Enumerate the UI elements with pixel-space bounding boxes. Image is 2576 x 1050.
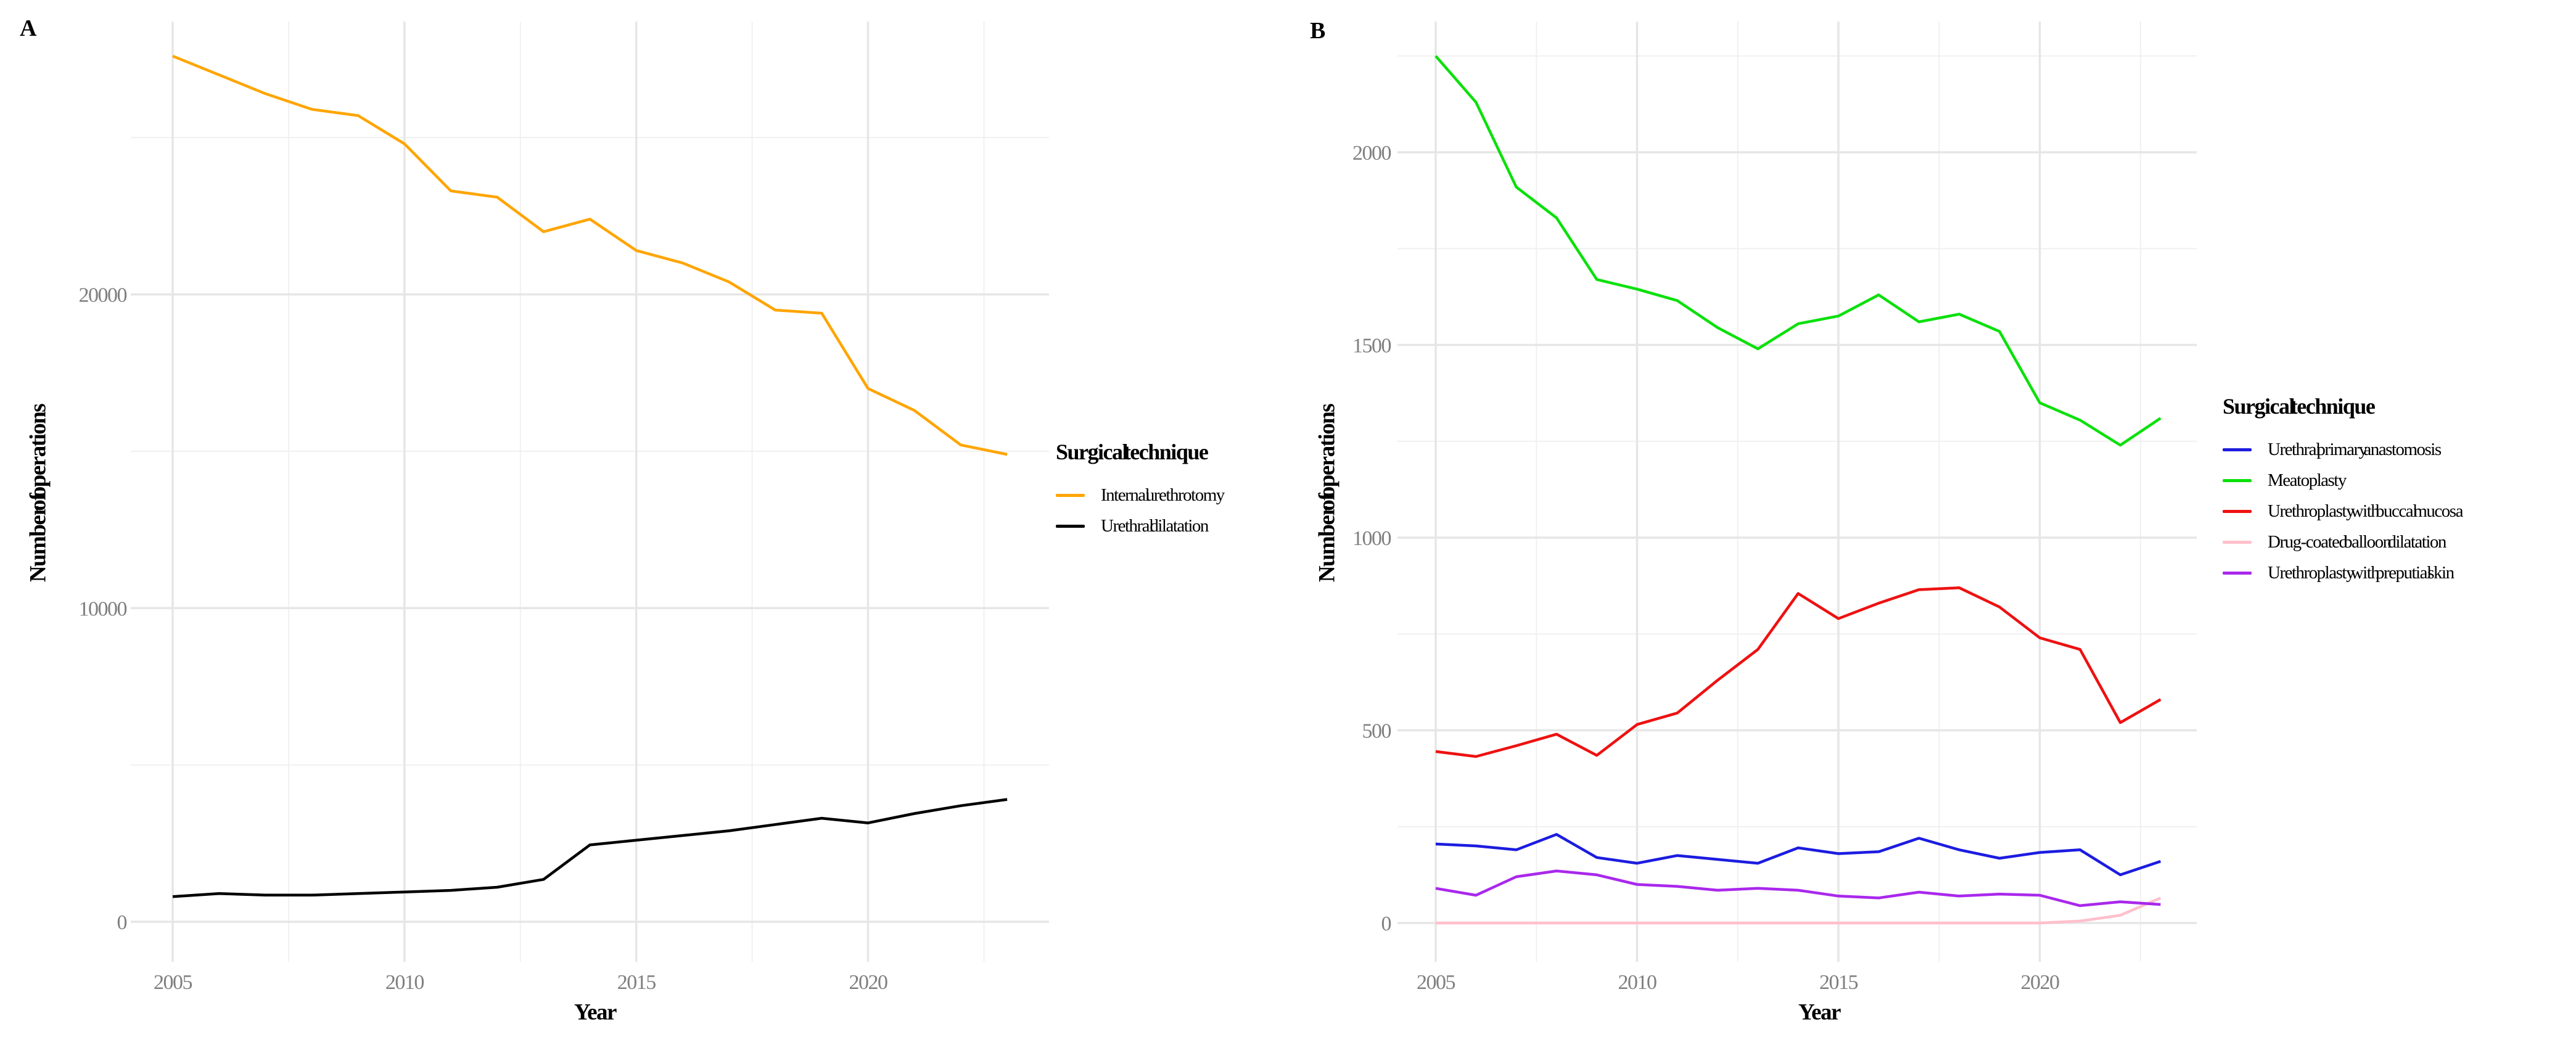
legend-key-urethral-dilatation	[1056, 524, 1085, 528]
panel-label-b: B	[1310, 18, 1326, 44]
legend-key-urethroplasty-with-preputial-skin	[2223, 571, 2252, 575]
x-tick-label: 2015	[1819, 971, 1858, 994]
x-axis-title-panel-a: Year	[574, 999, 617, 1025]
legend-items: Urethral primary anastomosis Meatoplasty U…	[2223, 434, 2463, 588]
series-line-internal-urethrotomy	[172, 54, 1008, 456]
x-tick-label: 2015	[617, 971, 656, 994]
x-tick-label: 2005	[154, 971, 192, 994]
legend-label: Drug-coated balloon dilatation	[2268, 531, 2446, 552]
panel-label-a: A	[20, 15, 37, 41]
legend-key-drug-coated-balloon-dilatation	[2223, 540, 2252, 544]
series-line-urethroplasty-with-buccal-mucosa	[1435, 586, 2162, 758]
x-tick-label: 2020	[849, 971, 888, 994]
legend-label: Internal urethrotomy	[1101, 485, 1225, 505]
legend-item-internal-urethrotomy: Internal urethrotomy	[1056, 480, 1225, 511]
y-tick-label: 10000	[79, 597, 127, 620]
x-tick-label: 2005	[1417, 971, 1455, 994]
legend-key-internal-urethrotomy	[1056, 493, 1085, 497]
legend-title: Surgical technique	[1056, 440, 1209, 464]
legend-label: Urethral primary anastomosis	[2268, 439, 2442, 459]
legend-label: Urethroplasty with preputial skin	[2268, 562, 2455, 583]
series-line-drug-coated-balloon-dilatation	[1436, 896, 2162, 925]
legend-item-urethroplasty-with-buccal-mucosa: Urethroplasty with buccal mucosa	[2223, 496, 2463, 527]
legend-label: Meatoplasty	[2268, 470, 2347, 490]
y-tick-label: 0	[117, 911, 127, 934]
y-tick-label: 1000	[1352, 527, 1391, 550]
legend-key-meatoplasty	[2223, 478, 2252, 482]
legend-key-urethral-primary-anastomosis	[2223, 448, 2252, 451]
y-tick-label: 1500	[1352, 335, 1391, 358]
series-line-urethral-primary-anastomosis	[1435, 833, 2162, 877]
x-tick-label: 2010	[1618, 971, 1657, 994]
legend-title: Surgical technique	[2223, 394, 2376, 419]
legend-panel-b: Surgical technique Urethral primary anas…	[2223, 393, 2463, 588]
y-axis-title-panel-b: Number of operations	[1314, 404, 1340, 583]
x-tick-label: 2020	[2021, 971, 2060, 994]
legend-item-urethroplasty-with-preputial-skin: Urethroplasty with preputial skin	[2223, 557, 2463, 588]
legend-item-meatoplasty: Meatoplasty	[2223, 465, 2463, 496]
legend-key-urethroplasty-with-buccal-mucosa	[2223, 509, 2252, 513]
legend-items: Internal urethrotomy Urethral dilatation	[1056, 480, 1225, 541]
series-line-urethroplasty-with-preputial-skin	[1435, 869, 2161, 908]
legend-item-urethral-dilatation: Urethral dilatation	[1056, 511, 1224, 541]
legend-item-drug-coated-balloon-dilatation: Drug-coated balloon dilatation	[2223, 527, 2463, 557]
y-tick-label: 500	[1362, 720, 1391, 743]
y-tick-label: 0	[1381, 913, 1391, 935]
legend-panel-a: Surgical technique Internal urethrotomy U…	[1056, 439, 1225, 541]
y-axis-title-panel-a: Number of operations	[25, 404, 51, 583]
x-axis-title-panel-b: Year	[1798, 999, 1841, 1025]
series-line-urethral-dilatation	[172, 798, 1008, 898]
y-tick-label: 2000	[1352, 142, 1391, 165]
x-tick-label: 2010	[385, 971, 424, 994]
legend-item-urethral-primary-anastomosis: Urethral primary anastomosis	[2223, 434, 2463, 465]
y-tick-label: 20000	[79, 284, 127, 307]
legend-label: Urethral dilatation	[1101, 515, 1209, 536]
legend-label: Urethroplasty with buccal mucosa	[2268, 501, 2463, 521]
series-line-meatoplasty	[1434, 55, 2162, 447]
